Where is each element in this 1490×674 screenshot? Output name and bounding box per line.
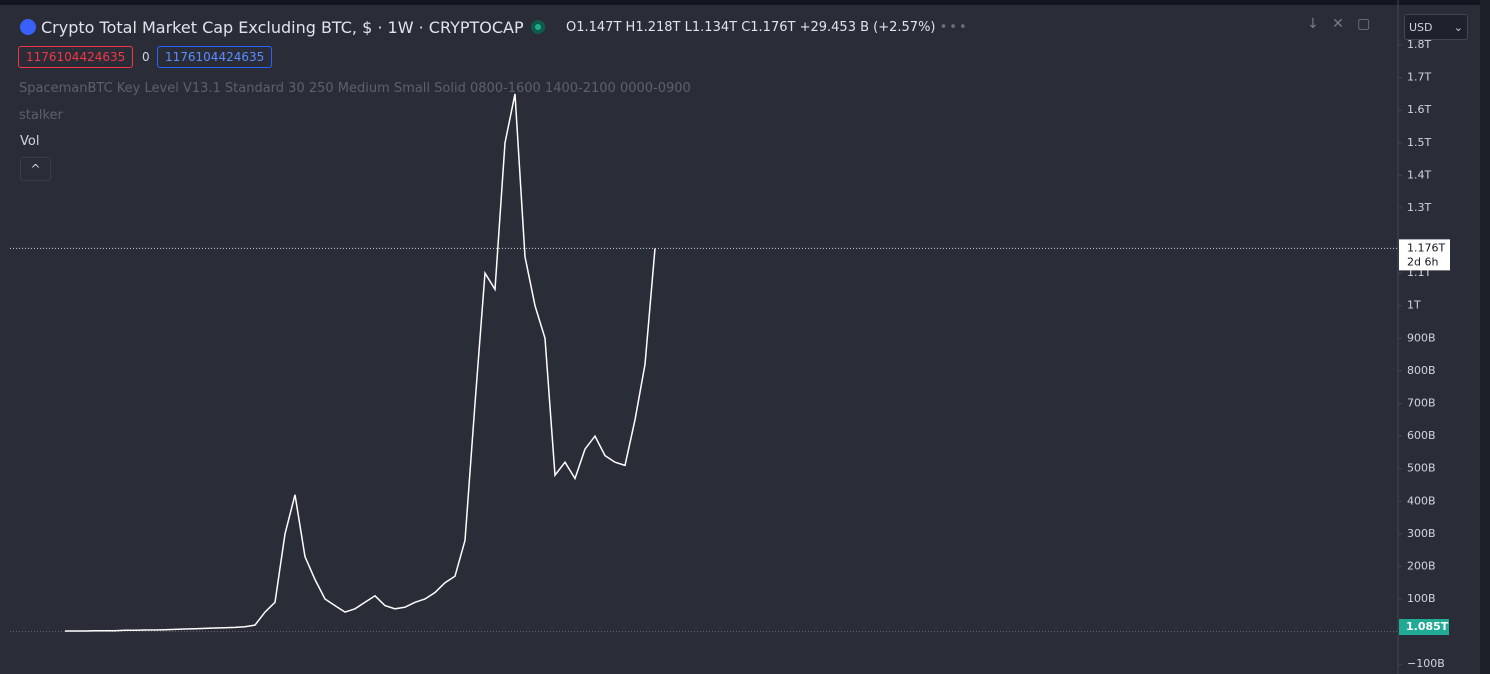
symbol-icon <box>20 19 36 35</box>
title: Crypto Total Market Cap Excluding BTC, $… <box>41 18 524 37</box>
indicator[interactable]: stalker <box>19 108 63 123</box>
y-tick-label: 400B <box>1407 494 1436 507</box>
c-label: C <box>741 20 751 35</box>
y-tick-label: 1.3T <box>1407 201 1431 214</box>
y-tick-label: 1.6T <box>1407 103 1431 116</box>
low: 1.134T <box>691 20 738 35</box>
y-tick-label: 300B <box>1407 527 1436 540</box>
close: 1.176T <box>750 20 796 35</box>
open: 1.147T <box>576 20 622 35</box>
o-label: O <box>566 20 577 35</box>
h-label: H <box>625 20 636 35</box>
volume-label: 1.085T <box>1406 620 1449 633</box>
toolbar-buttons[interactable]: ↓ ✕ ▢ <box>1307 16 1371 32</box>
badge: 1176104424635 <box>157 46 273 68</box>
y-tick-label: 500B <box>1407 462 1436 475</box>
change: +29.453 B (+2.57%) <box>799 20 936 35</box>
last-price-label: 1.176T <box>1407 241 1445 254</box>
currency: USD <box>1409 21 1433 34</box>
symbol-title[interactable]: Crypto Total Market Cap Excluding BTC, $… <box>20 18 524 37</box>
y-tick-label: 800B <box>1407 364 1436 377</box>
y-tick-label: 1.5T <box>1407 136 1431 149</box>
y-tick-label: 1.8T <box>1407 38 1431 51</box>
high: 1.218T <box>635 20 681 35</box>
y-tick-label: 1.4T <box>1407 168 1431 181</box>
y-tick-label: 900B <box>1407 331 1436 344</box>
badge: 1176104424635 <box>18 46 134 68</box>
volume-label-box <box>1399 619 1449 635</box>
top-border <box>0 0 1490 5</box>
indicator[interactable]: Vol <box>20 134 40 149</box>
currency-select[interactable]: USD ⌄ <box>1404 14 1468 40</box>
price-label-box <box>1399 239 1450 271</box>
badge: 0 <box>142 50 150 64</box>
l-label: L <box>684 20 692 35</box>
y-tick-label: 200B <box>1407 559 1436 572</box>
y-tick-label: 600B <box>1407 429 1436 442</box>
price-line <box>65 93 656 632</box>
y-tick-label: 700B <box>1407 396 1436 409</box>
status-dot <box>531 20 545 34</box>
ohlc: O1.147T H1.218T L1.134T C1.176T +29.453 … <box>566 20 969 35</box>
countdown: 2d 6h <box>1407 255 1438 268</box>
y-tick-label: −100B <box>1407 657 1445 670</box>
y-tick-label: 1.7T <box>1407 71 1431 84</box>
y-tick-label: 100B <box>1407 592 1436 605</box>
y-tick-label: 1T <box>1407 299 1421 312</box>
collapse-button[interactable]: ^ <box>20 157 51 181</box>
right-strip <box>1480 0 1490 674</box>
indicator[interactable]: SpacemanBTC Key Level V13.1 Standard 30 … <box>19 81 691 96</box>
